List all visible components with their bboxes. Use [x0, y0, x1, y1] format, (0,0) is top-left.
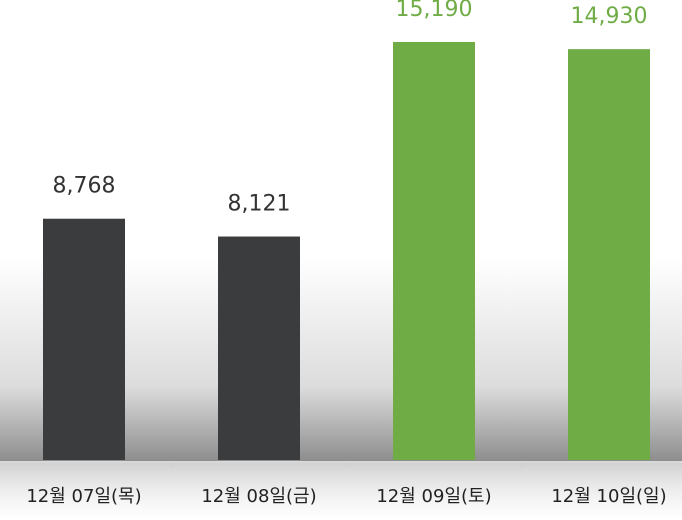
chart: 8,768 12월 07일(목) 8,121 12월 08일(금) 15,190 12월 …	[0, 0, 682, 516]
bar	[568, 49, 650, 460]
x-tick-label: 12월 08일(금)	[201, 486, 316, 507]
value-label: 8,768	[53, 174, 116, 199]
x-tick-label: 12월 10일(일)	[551, 486, 666, 507]
value-label: 8,121	[228, 192, 291, 217]
x-tick-label: 12월 09일(토)	[376, 486, 491, 507]
value-label: 15,190	[396, 0, 473, 22]
bar	[393, 42, 475, 460]
page: {"chart_data": {"type": "bar", "categori…	[0, 0, 682, 516]
bar	[43, 219, 125, 460]
value-label: 14,930	[571, 4, 648, 29]
x-tick-label: 12월 07일(목)	[26, 486, 141, 507]
bar	[218, 237, 300, 460]
